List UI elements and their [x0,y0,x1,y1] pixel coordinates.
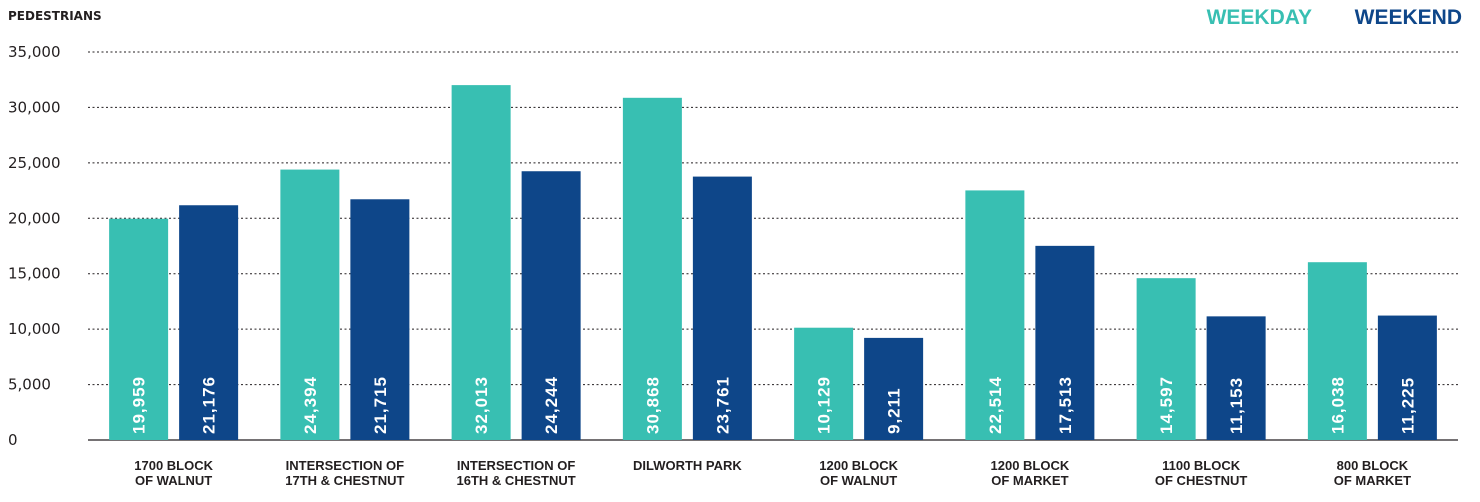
data-label: 21,715 [371,376,390,434]
bar-weekend [1377,315,1437,440]
bar-weekday [280,169,340,441]
y-tick-label: 5,000 [8,376,51,394]
bar-weekend [521,171,581,440]
bar-weekend [350,199,410,440]
x-tick-label: 17TH & CHESTNUT [285,473,404,488]
bars: 19,959 21,176 24,394 21,715 32,013 24,244 30,8… [109,85,1437,441]
data-label: 11,153 [1227,377,1246,434]
y-tick-label: 30,000 [8,98,61,116]
data-label: 32,013 [472,376,491,434]
x-tick-label: OF WALNUT [135,473,212,488]
data-label: 14,597 [1157,376,1176,434]
x-tick-label: INTERSECTION OF [286,458,405,473]
x-tick-label: 1200 BLOCK [991,458,1070,473]
bar-weekend [692,176,752,440]
y-tick-label: 20,000 [8,209,61,227]
data-label: 24,244 [542,376,561,434]
data-label: 24,394 [301,376,320,434]
x-tick-label: OF CHESTNUT [1155,473,1248,488]
x-tick-label: INTERSECTION OF [457,458,576,473]
bar-weekday [794,327,854,440]
bar-weekday [1136,278,1196,440]
data-label: 9,211 [885,387,904,434]
data-label: 22,514 [986,376,1005,434]
bar-weekday [622,97,682,441]
y-axis-title: PEDESTRIANS [8,9,102,23]
y-tick-label: 15,000 [8,265,61,283]
bar-weekday [965,190,1025,440]
x-tick-label: DILWORTH PARK [633,458,742,473]
legend-weekend: WEEKEND [1355,6,1462,29]
y-tick-label: 25,000 [8,154,61,172]
y-tick-label: 0 [8,431,18,449]
bar-weekend [864,337,924,440]
y-axis: 0 5,000 10,000 15,000 20,000 25,000 30,000 35,0… [8,43,61,449]
data-label: 30,868 [643,376,662,434]
x-tick-label: OF MARKET [1334,473,1411,488]
bar-weekend [1206,316,1266,440]
data-label: 16,038 [1328,376,1347,434]
data-label: 19,959 [130,376,149,434]
x-tick-label: 1200 BLOCK [819,458,898,473]
bar-weekday [109,218,169,440]
data-label: 21,176 [200,376,219,434]
data-label: 10,129 [815,376,834,434]
bar-weekend [179,205,239,440]
x-tick-label: 16TH & CHESTNUT [457,473,576,488]
x-tick-label: 1700 BLOCK [134,458,213,473]
x-tick-label: OF MARKET [991,473,1068,488]
y-tick-label: 10,000 [8,320,61,338]
x-tick-label: 1100 BLOCK [1162,458,1241,473]
y-tick-label: 35,000 [8,43,61,61]
data-label: 23,761 [713,376,732,434]
data-label: 11,225 [1398,377,1417,434]
x-tick-label: 800 BLOCK [1337,458,1409,473]
bar-weekday [451,85,511,440]
legend-weekday: WEEKDAY [1207,6,1312,29]
bar-weekend [1035,245,1095,440]
x-tick-label: OF WALNUT [820,473,897,488]
data-label: 17,513 [1056,376,1075,434]
bar-weekday [1307,262,1367,440]
